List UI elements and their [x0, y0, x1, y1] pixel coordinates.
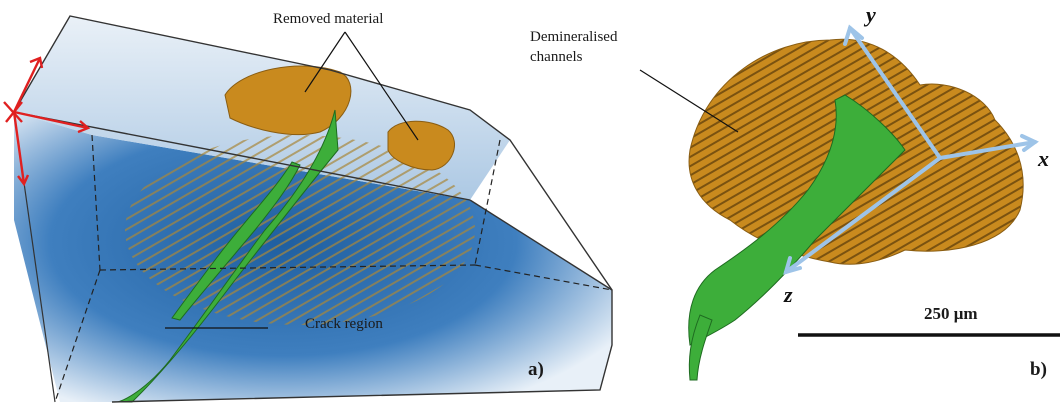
crack-region-label: Crack region — [305, 316, 383, 332]
panel-a-volume — [3, 15, 613, 403]
light-blue-axes — [783, 24, 1039, 275]
removed-material-blob-1 — [224, 65, 352, 136]
panel-b-leader-line — [639, 69, 739, 133]
crack-branch — [171, 161, 301, 321]
volume-box-front-edge — [13, 111, 471, 201]
volume-box-outline — [13, 15, 613, 403]
demineralised-channels-label: Demineralised channels — [530, 29, 618, 65]
panel-a-label: a) — [528, 359, 544, 380]
crack-region-shape — [117, 109, 339, 403]
removed-material-label: Removed material — [273, 11, 384, 27]
crack-tail-b — [688, 314, 713, 381]
y-axis-label: y — [866, 2, 876, 27]
removed-material-blob-2 — [387, 120, 456, 171]
red-axis-triad — [3, 56, 91, 187]
z-axis-label: z — [784, 282, 793, 307]
panel-b-volume — [639, 24, 1060, 381]
x-axis-label: x — [1038, 146, 1049, 171]
volume-box-hidden-edges — [54, 134, 613, 403]
crack-shape-b — [688, 94, 906, 346]
scale-bar-label: 250 μm — [924, 304, 978, 323]
panel-b-label: b) — [1030, 359, 1047, 380]
panel-a-leader-lines — [165, 31, 419, 329]
volume-box-front-edge-2 — [469, 199, 613, 291]
